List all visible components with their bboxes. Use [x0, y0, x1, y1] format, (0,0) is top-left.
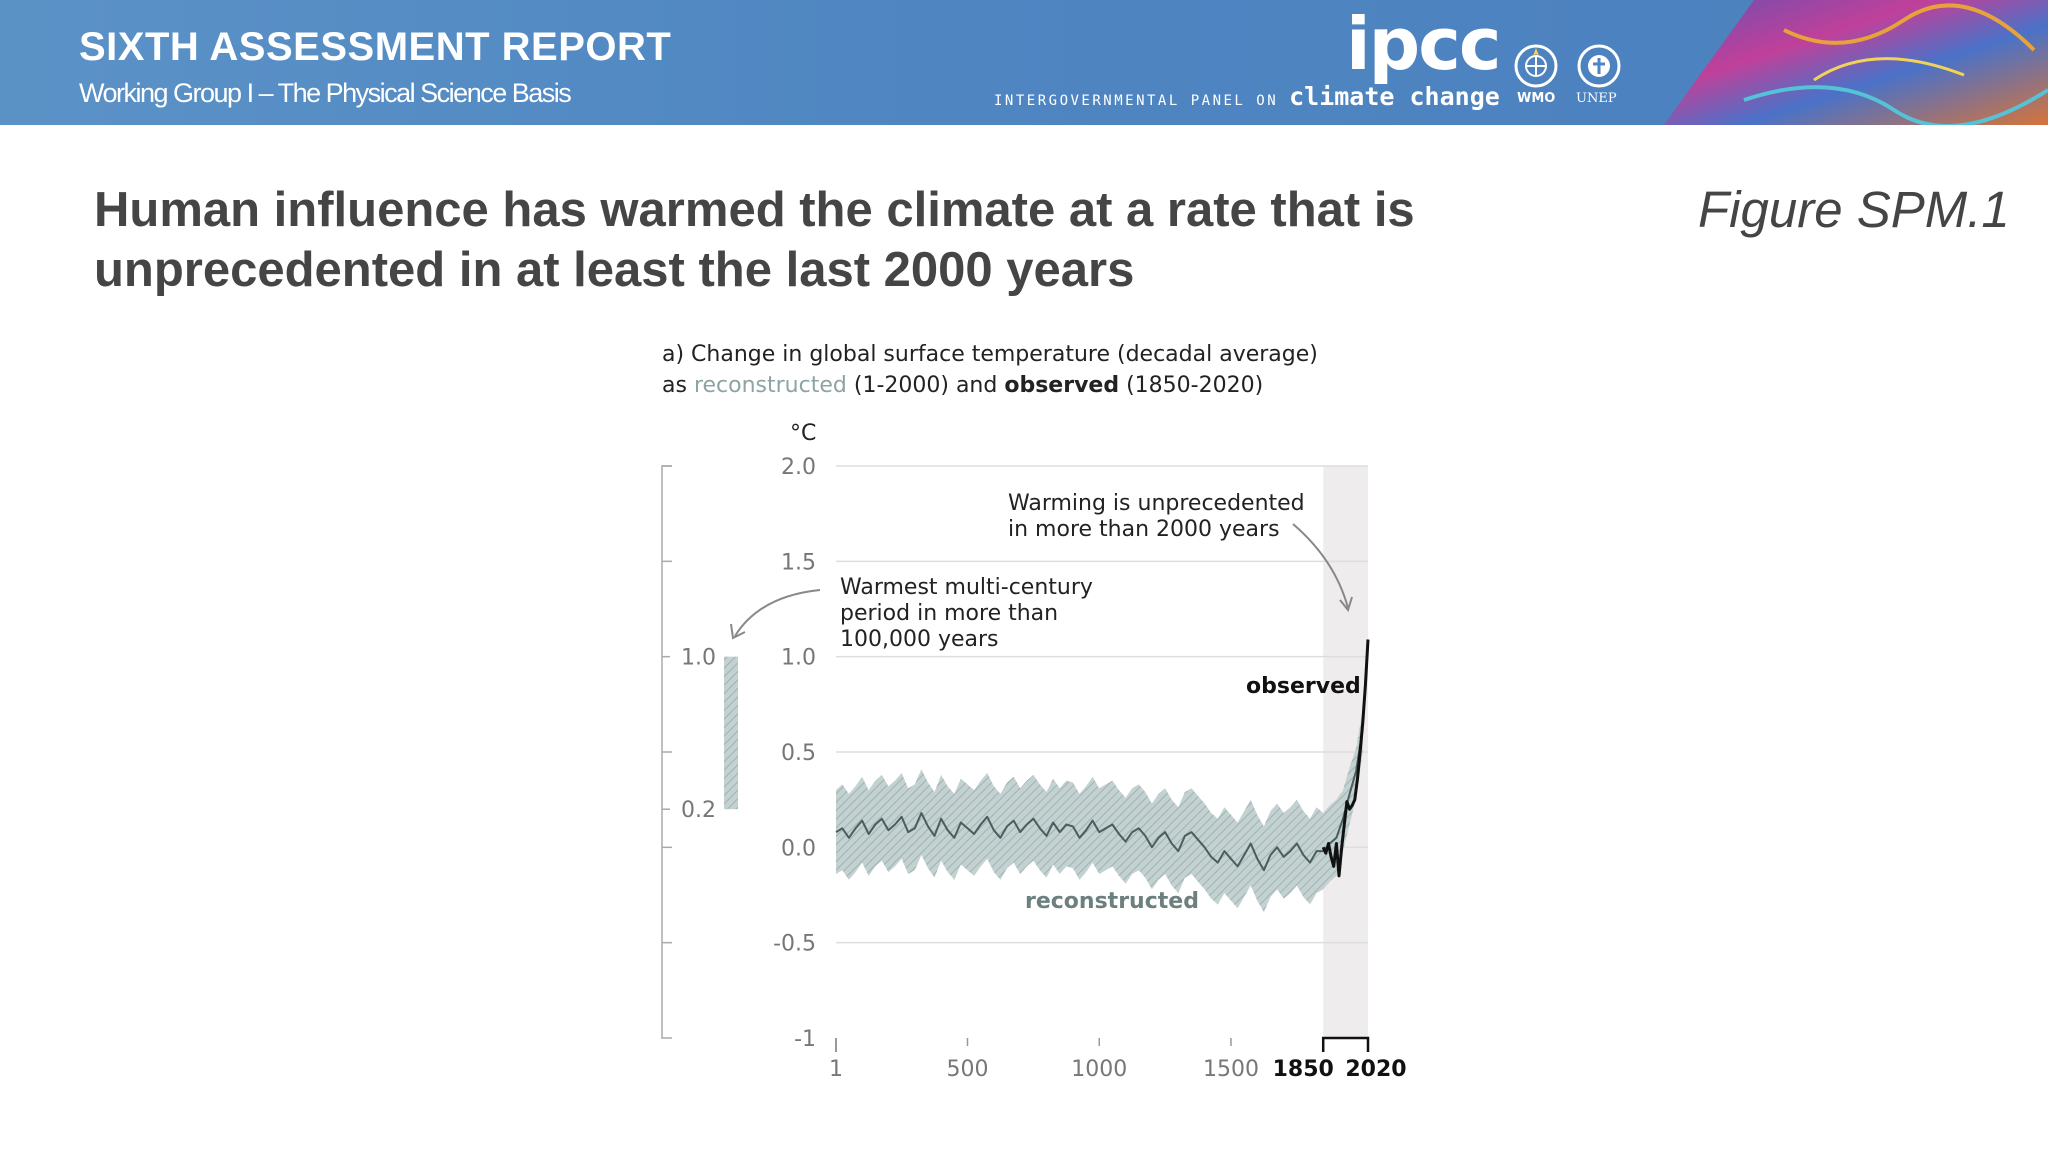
logo-tagline-small: INTERGOVERNMENTAL PANEL ON: [994, 93, 1279, 109]
side-bar-arrowhead: [730, 623, 746, 640]
x-tick-label: 1: [829, 1057, 843, 1082]
report-title: SIXTH ASSESSMENT REPORT: [79, 25, 672, 69]
unep-label: UNEP: [1576, 91, 1617, 106]
side-bar-top-label: 1.0: [681, 646, 716, 671]
wmo-label: WMO: [1517, 91, 1556, 106]
slide-headline: Human influence has warmed the climate a…: [94, 180, 1415, 300]
y-tick-label: 0.0: [781, 836, 816, 861]
y-tick-label: -1: [794, 1027, 816, 1052]
x-axis: 1 500 1000 1500 1850 2020: [829, 1036, 1407, 1082]
y-axis-ticks: 2.0 1.5 1.0 0.5 0.0 -0.5 -1: [773, 455, 816, 1052]
side-bar-caption-line-1: Warmest multi-century: [840, 575, 1093, 600]
side-bar-caption-line-2: period in more than: [840, 601, 1058, 626]
x-tick-label: 500: [946, 1057, 988, 1082]
side-bar-bottom-label: 0.2: [681, 798, 716, 823]
annotation-arrowhead: [1339, 596, 1353, 613]
y-axis-unit-label: °C: [790, 421, 816, 446]
side-bar-panel: 1.0 0.2: [661, 465, 738, 1039]
reconstructed-band: [836, 710, 1363, 913]
y-tick-label: 0.5: [781, 741, 816, 766]
y-tick-label: -0.5: [773, 932, 816, 957]
x-tick-label: 1500: [1203, 1057, 1259, 1082]
observed-period-bracket: [1321, 1036, 1370, 1052]
observed-series-line: [1321, 639, 1370, 878]
annotation-line-2: in more than 2000 years: [1008, 517, 1280, 542]
chart-title-reconstructed-range: (1-2000) and: [854, 373, 997, 398]
figure-label: Figure SPM.1: [1698, 181, 2010, 238]
annotation-arrow: [1292, 523, 1349, 609]
unep-emblem-icon: [1577, 44, 1621, 88]
x-tick-label-bold: 1850: [1273, 1057, 1334, 1082]
x-tick-label-bold: 2020: [1345, 1057, 1406, 1082]
series-lines: [835, 639, 1370, 878]
report-subtitle: Working Group I – The Physical Science B…: [79, 78, 572, 108]
headline-line-1: Human influence has warmed the climate a…: [94, 183, 1415, 237]
warm-period-bar: [724, 656, 738, 810]
wmo-emblem-icon: [1514, 44, 1558, 88]
chart-title-observed-range: (1850-2020): [1126, 373, 1263, 398]
chart-title-line-2: as reconstructed (1-2000) and observed (…: [662, 373, 1263, 398]
side-bar-arrow: [734, 589, 821, 637]
chart-title-as: as: [662, 373, 687, 398]
chart-title-line-1: a) Change in global surface temperature …: [662, 342, 1318, 367]
y-tick-label: 1.5: [781, 550, 816, 575]
observed-series-label: observed: [1246, 674, 1361, 699]
logo-tagline-big: climate change: [1289, 82, 1500, 111]
ipcc-logo: ipcc: [1346, 2, 1502, 86]
chart-title-reconstructed: reconstructed: [694, 373, 847, 398]
reconstructed-uncertainty-band: [836, 710, 1363, 913]
banner-artwork-image: [1664, 0, 2048, 125]
y-tick-label: 1.0: [781, 646, 816, 671]
chart-title-observed: observed: [1004, 373, 1119, 398]
reconstructed-series-label: reconstructed: [1025, 889, 1199, 914]
side-bar-caption-line-3: 100,000 years: [840, 627, 999, 652]
report-banner: SIXTH ASSESSMENT REPORT Working Group I …: [0, 0, 2048, 125]
ipcc-logo-tagline: INTERGOVERNMENTAL PANEL ON climate chang…: [994, 82, 1500, 111]
annotation-line-1: Warming is unprecedented: [1008, 491, 1305, 516]
x-tick-label: 1000: [1071, 1057, 1127, 1082]
y-tick-label: 2.0: [781, 455, 816, 480]
reconstructed-series-line: [835, 728, 1364, 872]
headline-line-2: unprecedented in at least the last 2000 …: [94, 243, 1135, 297]
